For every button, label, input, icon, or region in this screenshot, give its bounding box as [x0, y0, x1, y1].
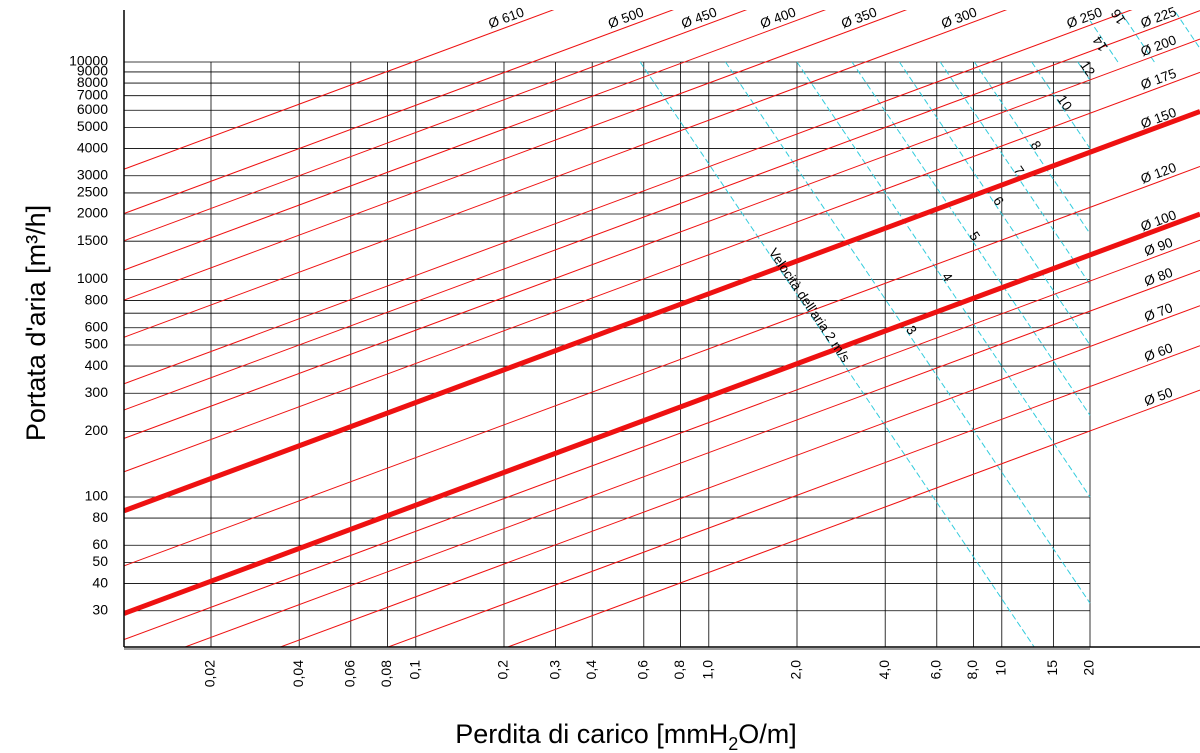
y-tick-label: 10000 [69, 53, 108, 69]
y-tick-label: 100 [85, 488, 109, 504]
y-tick-label: 200 [85, 422, 109, 438]
x-axis-label-tail: O/m] [738, 719, 797, 749]
y-tick-label: 50 [92, 553, 108, 569]
velocity-lines [639, 10, 1200, 647]
velocity-label: 10 [1054, 92, 1075, 113]
y-tick-label: 1000 [77, 270, 108, 286]
x-tick-label: 10 [993, 660, 1009, 676]
diameter-line [124, 109, 1200, 514]
y-axis-label: Portata d'aria [m³/h] [21, 205, 51, 441]
velocity-label: 6 [990, 194, 1007, 209]
y-tick-label: 40 [92, 574, 108, 590]
velocity-line [1031, 61, 1091, 149]
diameter-label: Ø 200 [1139, 32, 1179, 59]
x-axis-label-main: Perdita di carico [mmH [455, 719, 728, 749]
diameter-line [124, 10, 827, 271]
diameter-line [124, 239, 1200, 641]
velocity-labels: Velocità dell'aria 2 m/s3456781012141620… [766, 6, 1129, 365]
x-tick-label: 0,04 [290, 660, 306, 687]
velocity-label: 16 [1108, 6, 1129, 27]
diameter-line [124, 211, 1200, 616]
y-tick-label: 80 [92, 509, 108, 525]
diameter-line [183, 269, 1200, 647]
diameter-line [386, 345, 1200, 647]
y-tick-label: 800 [85, 291, 109, 307]
diameter-label: Ø 225 [1139, 4, 1179, 31]
x-tick-label: 8,0 [964, 660, 980, 680]
diameter-label: Ø 120 [1139, 160, 1179, 187]
x-tick-label: 0,6 [634, 660, 650, 680]
y-tick-label: 2000 [77, 205, 108, 221]
y-tick-label: 9000 [77, 63, 108, 79]
diameter-line [124, 166, 1200, 567]
x-tick-label: 0,1 [407, 660, 423, 680]
x-tick-label: 0,2 [495, 660, 511, 680]
velocity-line [851, 61, 1091, 416]
diameter-line [124, 10, 748, 242]
velocity-label: 12 [1077, 58, 1098, 79]
x-tick-label: 0,4 [583, 660, 599, 680]
velocity-label: Velocità dell'aria 2 m/s [766, 245, 853, 365]
diameter-line [124, 10, 1200, 411]
diameter-line [124, 10, 1133, 385]
x-axis-label: Perdita di carico [mmH2O/m] [455, 719, 797, 753]
velocity-line [725, 61, 1091, 604]
y-tick-label: 4000 [77, 139, 108, 155]
velocity-line [1089, 20, 1119, 63]
diameter-line [124, 71, 1200, 473]
y-tick-label: 3000 [77, 166, 108, 182]
y-tick-label: 300 [85, 384, 109, 400]
x-tick-label: 6,0 [927, 660, 943, 680]
y-tick-label: 30 [92, 601, 108, 617]
x-axis-label-sub: 2 [728, 734, 738, 753]
y-tick-label: 1500 [77, 232, 108, 248]
x-tick-label: 0,8 [671, 660, 687, 680]
diameter-line [124, 10, 908, 301]
diameter-line [124, 38, 1200, 439]
x-tick-label: 2,0 [788, 660, 804, 680]
y-tick-label: 2500 [77, 184, 108, 200]
y-tick-label: 8000 [77, 74, 108, 90]
y-tick-label: 400 [85, 357, 109, 373]
x-tick-label: 0,3 [546, 660, 562, 680]
velocity-line [1077, 61, 1091, 81]
velocity-line [973, 61, 1091, 234]
y-tick-label: 5000 [77, 118, 108, 134]
diameter-label: Ø 175 [1139, 66, 1179, 93]
velocity-label: 8 [1028, 138, 1045, 153]
y-tick-label: 500 [85, 336, 109, 352]
x-tick-label: 0,06 [341, 660, 357, 687]
velocity-label: 14 [1090, 33, 1111, 54]
y-tick-label: 60 [92, 536, 108, 552]
x-tick-label: 15 [1044, 660, 1060, 676]
velocity-line [639, 61, 1035, 647]
axes [123, 10, 1200, 648]
x-tick-label: 20 [1081, 660, 1097, 676]
diameter-lines [124, 10, 1200, 647]
x-tick-label: 1,0 [700, 660, 716, 680]
velocity-line [1118, 10, 1155, 63]
y-tick-label: 7000 [77, 86, 108, 102]
diameter-line [506, 389, 1200, 647]
diameter-line [124, 10, 674, 215]
x-tick-label: 4,0 [876, 660, 892, 680]
x-tick-label: 0,02 [202, 660, 218, 687]
y-tick-label: 6000 [77, 101, 108, 117]
velocity-line [796, 61, 1091, 498]
diameter-line [124, 10, 555, 170]
velocity-label: 4 [939, 270, 956, 285]
diameter-line [124, 10, 1008, 338]
x-tick-labels: 0,02 0,04 0,06 0,08 0,1 0,2 0,3 0,4 0,6 0,8 1,0 2,0… [202, 660, 1097, 687]
x-tick-label: 0,08 [378, 660, 394, 687]
y-tick-label: 600 [85, 318, 109, 334]
velocity-line [898, 61, 1091, 346]
diameter-line [278, 305, 1200, 647]
